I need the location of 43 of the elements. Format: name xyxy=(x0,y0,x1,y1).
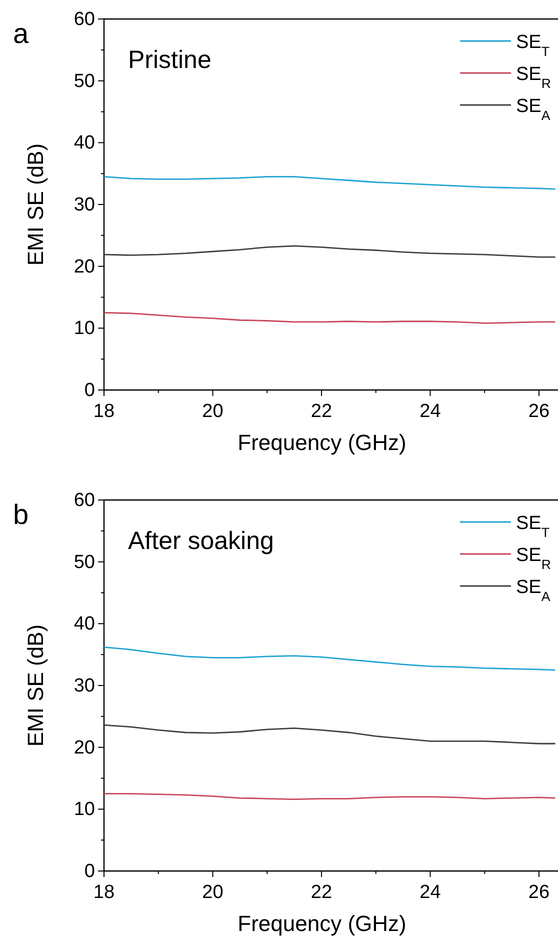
legend-label: SE$_{T}$ xyxy=(516,513,550,540)
x-tick-label: 24 xyxy=(420,401,442,422)
y-tick-label: 20 xyxy=(74,256,95,278)
annotation: After soaking xyxy=(128,527,274,555)
y-tick-label: 10 xyxy=(74,318,95,340)
line-series xyxy=(103,312,556,324)
legend-label: SE$_{R}$ xyxy=(516,64,551,90)
line-series xyxy=(103,176,556,190)
y-tick-label: 60 xyxy=(74,9,95,30)
line-series xyxy=(103,245,556,258)
y-axis-title: EMI SE (dB) xyxy=(23,143,48,266)
y-tick-label: 10 xyxy=(74,799,95,820)
y-tick-label: 30 xyxy=(74,194,95,216)
x-tick-label: 26 xyxy=(528,401,550,422)
line-series xyxy=(103,646,556,671)
y-tick-label: 30 xyxy=(74,676,95,696)
y-axis-title: EMI SE (dB) xyxy=(23,624,48,747)
line-series xyxy=(103,724,556,744)
legend-label: SE$_{T}$ xyxy=(516,32,550,58)
x-tick-label: 22 xyxy=(310,882,332,903)
legend-label: SE$_{R}$ xyxy=(516,545,551,572)
x-tick-label: 22 xyxy=(310,401,332,422)
chart-title: b xyxy=(13,499,29,530)
y-tick-label: 50 xyxy=(74,552,95,573)
x-tick-label: 20 xyxy=(202,882,224,903)
y-tick-label: 0 xyxy=(84,861,95,882)
y-tick-label: 60 xyxy=(74,490,95,511)
legend-label: SE$_{A}$ xyxy=(516,96,550,122)
y-tick-label: 40 xyxy=(74,132,95,154)
y-tick-label: 0 xyxy=(84,380,95,401)
x-tick-label: 20 xyxy=(202,401,224,422)
x-tick-label: 18 xyxy=(93,401,115,422)
x-axis-title: Frequency (GHz) xyxy=(238,911,406,936)
y-tick-label: 20 xyxy=(74,737,95,758)
y-tick-label: 40 xyxy=(74,614,95,635)
annotation: Pristine xyxy=(128,46,212,74)
x-tick-label: 26 xyxy=(528,882,550,903)
y-tick-label: 50 xyxy=(74,70,95,92)
chart-title: a xyxy=(13,18,29,49)
legend-label: SE$_{A}$ xyxy=(516,577,550,604)
x-tick-label: 24 xyxy=(420,882,442,903)
x-tick-label: 18 xyxy=(93,882,115,903)
x-axis-title: Frequency (GHz) xyxy=(238,430,406,455)
